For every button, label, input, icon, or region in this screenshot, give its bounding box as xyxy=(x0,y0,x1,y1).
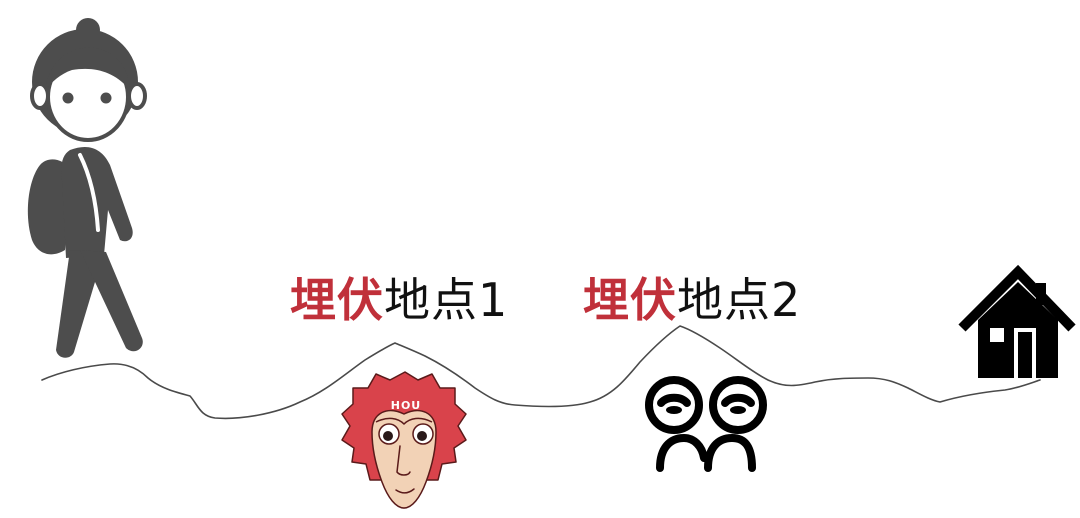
monkey-nose xyxy=(396,445,411,476)
face-left-body xyxy=(656,433,708,472)
monkey-pupil-right xyxy=(417,431,427,441)
house-chimney xyxy=(1036,283,1046,305)
location-text-2: 地点2 xyxy=(677,273,802,327)
monkey-mouth xyxy=(395,488,415,494)
location-text-1: 地点1 xyxy=(384,273,509,327)
backpack xyxy=(27,159,72,255)
ear-left xyxy=(30,82,50,110)
fringe xyxy=(45,47,130,90)
leg-left xyxy=(56,250,104,358)
monkey-pupil-left xyxy=(383,431,393,441)
backpack-strap xyxy=(78,153,100,232)
house-door-panel xyxy=(1018,332,1032,378)
face-right-body xyxy=(704,433,756,472)
two-faces-icon xyxy=(645,376,767,472)
house-roof xyxy=(958,264,1076,332)
ambush-highlight-2: 埋伏 xyxy=(583,273,677,327)
ear-right xyxy=(127,82,147,110)
face-right-lid xyxy=(721,393,755,407)
house-icon xyxy=(958,264,1076,378)
mountain-path xyxy=(41,325,1041,420)
monkey-face-icon: HOU xyxy=(341,371,467,509)
face-left-lid xyxy=(657,393,691,407)
eye-left xyxy=(62,92,74,104)
ambush-location-1-label: 埋伏地点1 xyxy=(290,272,508,328)
face-right-head xyxy=(709,376,767,434)
monkey-brow xyxy=(375,417,433,426)
leg-right xyxy=(80,250,143,352)
eye-right xyxy=(100,92,112,104)
face-left-head xyxy=(645,376,703,434)
torso xyxy=(61,146,133,258)
ambush-highlight-1: 埋伏 xyxy=(290,273,384,327)
face-eyes xyxy=(666,406,746,414)
house-window xyxy=(990,328,1004,342)
monkey-badge: HOU xyxy=(391,399,422,412)
ambush-location-2-label: 埋伏地点2 xyxy=(583,272,801,328)
hiker-with-backpack-icon xyxy=(27,18,147,358)
